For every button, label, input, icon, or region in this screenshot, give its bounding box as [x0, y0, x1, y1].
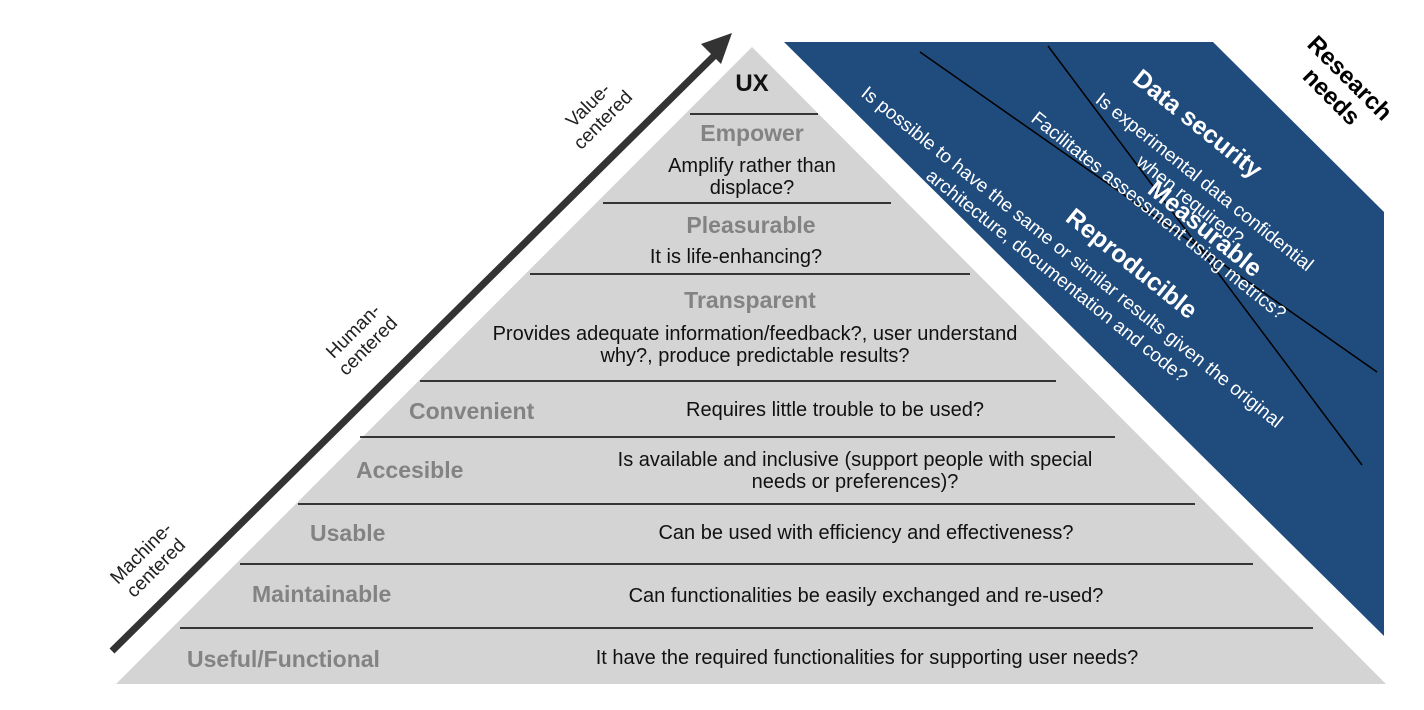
level-desc-pleasurable: It is life-enhancing? [649, 246, 823, 268]
research-band [784, 42, 1384, 636]
level-title-useful-functional: Useful/Functional [187, 646, 380, 672]
level-desc-empower: Amplify rather than displace? [668, 155, 836, 199]
level-title-maintainable: Maintainable [252, 581, 392, 607]
centeredness-arrow-line [109, 53, 717, 654]
level-title-accesible: Accesible [356, 457, 464, 483]
level-desc-accesible: Is available and inclusive (support peop… [617, 449, 1093, 493]
level-desc-usable: Can be used with efficiency and effectiv… [658, 522, 1074, 544]
level-title-pleasurable: Pleasurable [686, 212, 816, 238]
level-title-usable: Usable [310, 520, 386, 546]
level-desc-convenient: Requires little trouble to be used? [686, 399, 984, 421]
band-divider [919, 51, 1378, 373]
level-title-convenient: Convenient [409, 398, 535, 424]
level-title-empower: Empower [700, 120, 804, 146]
level-desc-useful-functional: It have the required functionalities for… [595, 647, 1139, 669]
level-desc-transparent: Provides adequate information/feedback?,… [492, 323, 1018, 367]
pyramid-triangle [116, 47, 1386, 684]
level-desc-maintainable: Can functionalities be easily exchanged … [628, 585, 1104, 607]
arrow-head-icon [701, 33, 732, 64]
band-divider [1047, 45, 1363, 466]
level-title-transparent: Transparent [684, 287, 816, 313]
pyramid-top-label: UX [735, 70, 769, 97]
